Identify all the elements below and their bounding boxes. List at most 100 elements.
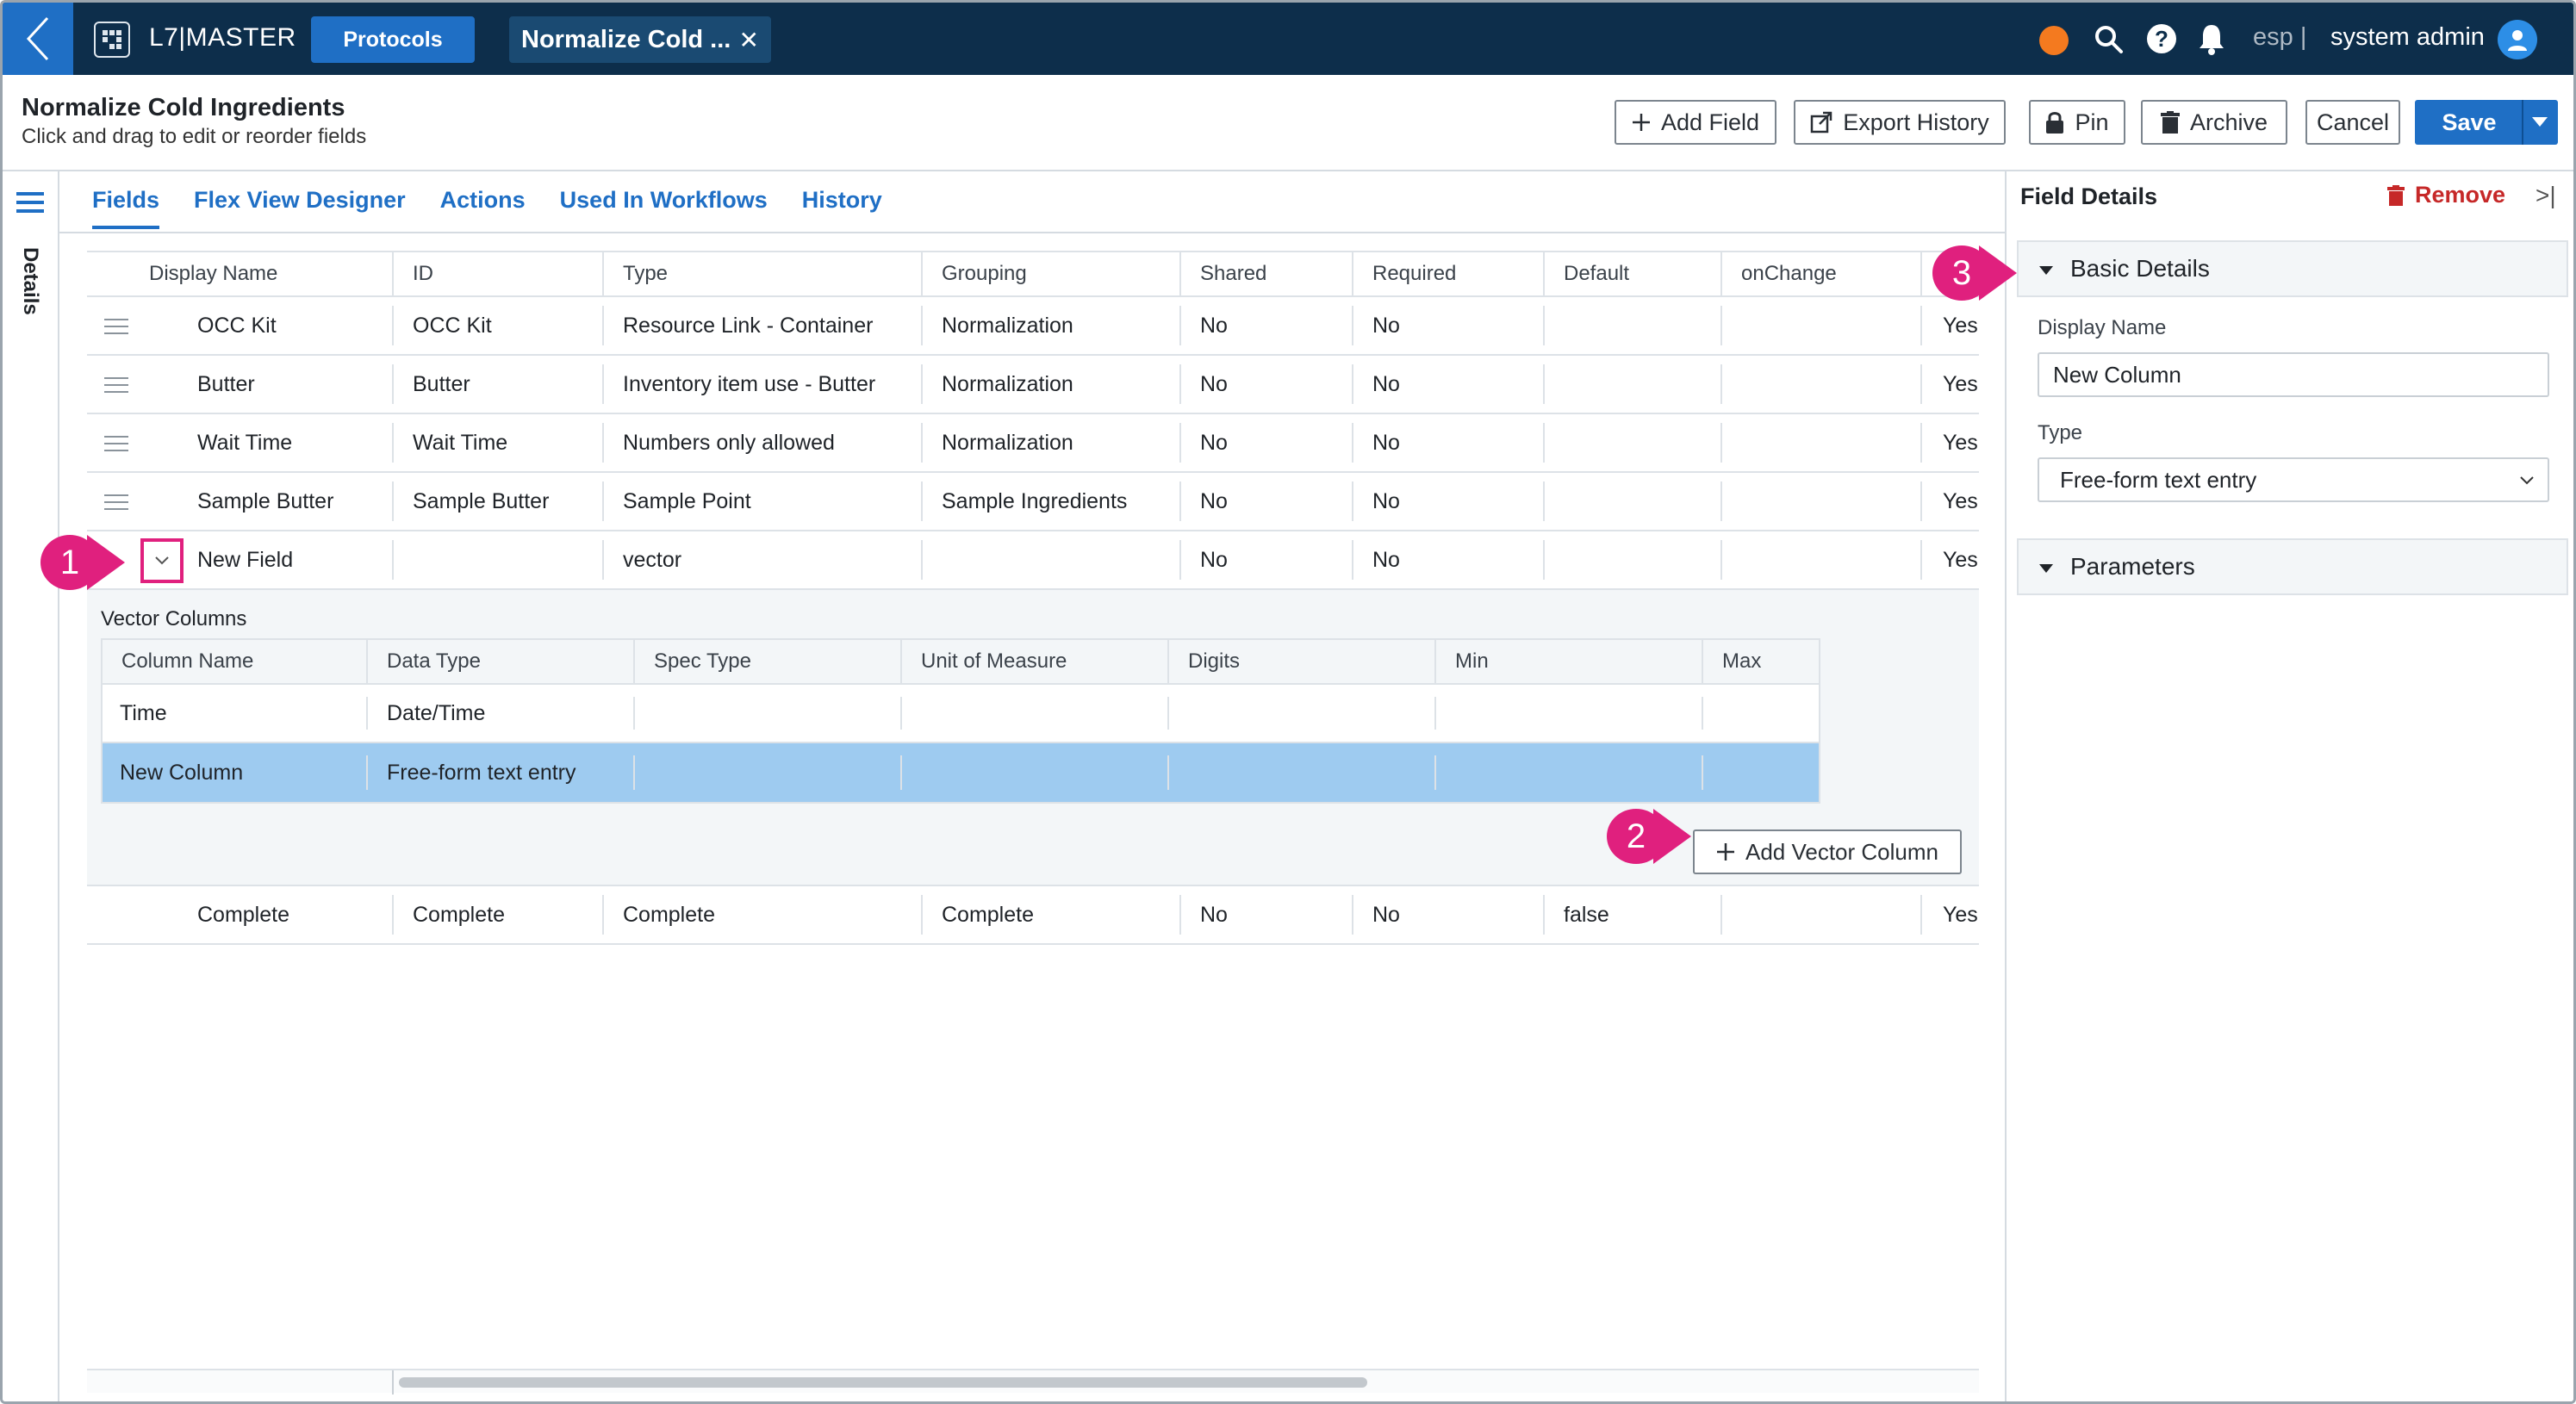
cancel-button[interactable]: Cancel: [2305, 100, 2400, 145]
details-rail-tab[interactable]: Details: [19, 247, 42, 315]
column-header[interactable]: Data Type: [387, 649, 481, 673]
language-switch[interactable]: esp |: [2253, 23, 2307, 51]
export-history-button[interactable]: Export History: [1794, 100, 2006, 145]
cell-id: Butter: [413, 371, 470, 396]
tab-flex-view-designer[interactable]: Flex View Designer: [194, 187, 406, 213]
table-row[interactable]: Complete Complete Complete Complete No N…: [87, 886, 1979, 945]
type-select[interactable]: Free-form text entry: [2038, 457, 2549, 502]
nav-protocols-button[interactable]: Protocols: [311, 16, 475, 63]
open-document-tab[interactable]: Normalize Cold ... ✕: [509, 16, 771, 63]
cell-type: Resource Link - Container: [623, 313, 874, 338]
chevron-down-icon[interactable]: [2532, 117, 2548, 127]
bell-icon[interactable]: [2194, 22, 2229, 56]
open-tab-label: Normalize Cold ...: [521, 25, 731, 53]
column-header[interactable]: Unit of Measure: [921, 649, 1067, 673]
tab-history[interactable]: History: [801, 187, 882, 213]
column-header[interactable]: onChange: [1741, 262, 1837, 285]
pin-button[interactable]: Pin: [2029, 100, 2125, 145]
scrollbar-thumb[interactable]: [399, 1377, 1367, 1388]
cell-grouping: Sample Ingredients: [942, 488, 1128, 513]
cell-display-name: Sample Butter: [197, 488, 334, 513]
column-header[interactable]: Column Name: [121, 649, 254, 673]
cell-display-name: Wait Time: [197, 430, 293, 455]
vector-columns-table: Column Name Data Type Spec Type Unit of …: [101, 638, 1820, 804]
cell-extra: Yes: [1943, 902, 1978, 927]
cell-shared: No: [1200, 902, 1228, 927]
save-split-divider: [2522, 100, 2523, 145]
search-icon[interactable]: [2091, 22, 2125, 56]
lock-icon: [2046, 112, 2064, 134]
cell-grouping: Normalization: [942, 430, 1073, 455]
table-row[interactable]: New Field vector No No Yes: [87, 531, 1979, 590]
column-header[interactable]: Digits: [1188, 649, 1241, 673]
column-header[interactable]: Max: [1722, 649, 1762, 673]
callout-3: 3: [1932, 245, 2017, 301]
cell-shared: No: [1200, 430, 1228, 455]
column-header[interactable]: Required: [1372, 262, 1457, 285]
table-row[interactable]: OCC Kit OCC Kit Resource Link - Containe…: [87, 297, 1979, 356]
section-basic-details[interactable]: Basic Details: [2017, 240, 2568, 297]
status-indicator[interactable]: [2039, 26, 2069, 55]
close-icon[interactable]: ✕: [738, 27, 759, 53]
menu-icon[interactable]: [16, 192, 44, 213]
vector-columns-panel: Vector Columns Column Name Data Type Spe…: [87, 590, 1979, 886]
tab-used-in-workflows[interactable]: Used In Workflows: [559, 187, 768, 213]
cell-required: No: [1372, 902, 1400, 927]
tab-actions[interactable]: Actions: [439, 187, 526, 213]
left-rail: Details: [3, 171, 59, 1401]
type-select-value: Free-form text entry: [2060, 466, 2257, 493]
column-header[interactable]: Default: [1564, 262, 1630, 285]
chevron-left-icon: [26, 16, 49, 61]
vector-row[interactable]: Time Date/Time: [103, 685, 1819, 743]
help-icon[interactable]: ?: [2144, 22, 2179, 56]
add-vector-column-button[interactable]: Add Vector Column: [1693, 829, 1962, 874]
page-title: Normalize Cold Ingredients: [22, 94, 345, 121]
cell-extra: Yes: [1943, 313, 1978, 338]
cell-display-name: Complete: [197, 902, 289, 927]
archive-button[interactable]: Archive: [2141, 100, 2287, 145]
cell-required: No: [1372, 430, 1400, 455]
table-row[interactable]: Butter Butter Inventory item use - Butte…: [87, 356, 1979, 414]
tab-fields[interactable]: Fields: [92, 187, 160, 229]
cell-type: Sample Point: [623, 488, 751, 513]
cell-column-name: Time: [120, 700, 167, 725]
drag-handle-icon[interactable]: [104, 436, 128, 451]
user-name[interactable]: system admin: [2330, 23, 2485, 51]
grid-header-row: Display Name ID Type Grouping Shared Req…: [87, 251, 1979, 297]
display-name-field[interactable]: New Column: [2038, 352, 2549, 397]
chevron-down-icon[interactable]: [140, 538, 184, 583]
cell-id: Wait Time: [413, 430, 508, 455]
add-field-button[interactable]: Add Field: [1615, 100, 1776, 145]
horizontal-scrollbar[interactable]: [87, 1369, 1979, 1395]
panel-title: Field Details: [2020, 183, 2158, 209]
save-label: Save: [2442, 109, 2497, 135]
remove-label: Remove: [2415, 182, 2506, 208]
back-button[interactable]: [3, 3, 73, 75]
drag-handle-icon[interactable]: [104, 319, 128, 334]
remove-button[interactable]: Remove: [2387, 182, 2505, 208]
section-parameters[interactable]: Parameters: [2017, 538, 2568, 595]
type-label: Type: [2038, 421, 2083, 444]
drag-handle-icon[interactable]: [104, 494, 128, 510]
drag-handle-icon[interactable]: [104, 377, 128, 393]
section-title: Basic Details: [2070, 255, 2210, 282]
trash-icon: [2387, 184, 2405, 206]
collapse-panel-icon[interactable]: >|: [2536, 182, 2556, 208]
save-button[interactable]: Save: [2415, 100, 2558, 145]
avatar[interactable]: [2498, 20, 2537, 59]
table-row[interactable]: Wait Time Wait Time Numbers only allowed…: [87, 414, 1979, 473]
column-header[interactable]: Shared: [1200, 262, 1267, 285]
table-row[interactable]: Sample Butter Sample Butter Sample Point…: [87, 473, 1979, 531]
top-bar: L7|MASTER Protocols Normalize Cold ... ✕…: [3, 3, 2573, 75]
column-header[interactable]: Type: [623, 262, 669, 285]
cell-type: vector: [623, 547, 682, 572]
callout-badge: 1: [40, 535, 99, 590]
column-header[interactable]: Display Name: [149, 262, 278, 285]
column-header[interactable]: ID: [413, 262, 433, 285]
trash-icon: [2160, 111, 2180, 134]
column-header[interactable]: Grouping: [942, 262, 1027, 285]
column-header[interactable]: Spec Type: [654, 649, 751, 673]
column-header[interactable]: Min: [1455, 649, 1489, 673]
vector-row-selected[interactable]: New Column Free-form text entry: [103, 743, 1819, 802]
